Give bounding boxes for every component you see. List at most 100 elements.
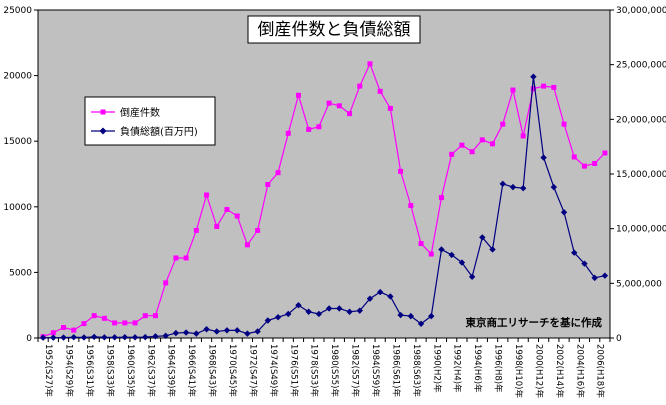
data-point-total-debt bbox=[182, 329, 190, 336]
data-point-bankruptcy-cases bbox=[561, 121, 567, 127]
x-axis-tick-label: 2000(H12)年 bbox=[533, 344, 544, 398]
data-point-total-debt bbox=[448, 251, 455, 259]
plot-area bbox=[37, 9, 611, 339]
data-point-total-debt bbox=[264, 317, 272, 324]
data-point-bankruptcy-cases bbox=[592, 161, 598, 166]
data-point-total-debt bbox=[285, 310, 292, 318]
data-point-bankruptcy-cases bbox=[142, 313, 148, 319]
data-point-bankruptcy-cases bbox=[244, 242, 250, 248]
left-axis-tick-label: 10000 bbox=[3, 203, 32, 213]
data-point-total-debt bbox=[489, 246, 496, 253]
x-axis-tick-label: 1990(H2)年 bbox=[431, 344, 442, 393]
data-point-total-debt bbox=[101, 334, 108, 341]
x-axis-tick-label: 1966(S41)年 bbox=[186, 344, 197, 397]
data-point-bankruptcy-cases bbox=[122, 320, 128, 326]
x-axis-tick-label: 1954(S29)年 bbox=[64, 344, 75, 397]
data-point-total-debt bbox=[254, 328, 261, 335]
data-point-total-debt bbox=[244, 330, 251, 337]
data-point-bankruptcy-cases bbox=[500, 121, 506, 127]
x-axis-tick-label: 1968(S43)年 bbox=[207, 344, 218, 397]
data-point-bankruptcy-cases bbox=[357, 83, 363, 89]
x-axis-tick-label: 1960(S35)年 bbox=[125, 344, 136, 397]
data-point-total-debt bbox=[90, 333, 98, 341]
data-point-total-debt bbox=[407, 312, 415, 320]
x-axis-tick-label: 1984(S59)年 bbox=[370, 344, 381, 397]
x-axis: 1952(S27)年 1954(S29)年 1956(S31)年 1958(S33)年… bbox=[37, 338, 611, 398]
data-point-total-debt bbox=[397, 311, 404, 319]
data-point-bankruptcy-cases bbox=[132, 320, 138, 326]
data-point-bankruptcy-cases bbox=[306, 126, 312, 132]
x-axis-tick-label: 1958(S33)年 bbox=[104, 344, 115, 397]
chart-title-border bbox=[247, 15, 421, 44]
data-point-total-debt bbox=[571, 249, 578, 256]
data-point-bankruptcy-cases bbox=[234, 213, 240, 219]
data-point-total-debt bbox=[356, 307, 363, 314]
data-point-total-debt bbox=[325, 305, 333, 312]
data-point-bankruptcy-cases bbox=[459, 142, 465, 148]
data-point-bankruptcy-cases bbox=[571, 154, 577, 160]
series-layer bbox=[39, 61, 609, 341]
data-point-bankruptcy-cases bbox=[224, 206, 230, 212]
data-point-bankruptcy-cases bbox=[295, 92, 301, 98]
data-point-bankruptcy-cases bbox=[336, 103, 342, 109]
data-point-bankruptcy-cases bbox=[469, 149, 475, 155]
right-axis-tick-label: 0 bbox=[616, 334, 622, 344]
data-point-bankruptcy-cases bbox=[214, 223, 220, 229]
data-point-total-debt bbox=[39, 334, 47, 341]
data-point-total-debt bbox=[223, 327, 231, 334]
data-point-total-debt bbox=[274, 314, 282, 321]
data-point-bankruptcy-cases bbox=[530, 86, 536, 92]
data-point-bankruptcy-cases bbox=[112, 320, 118, 326]
data-point-bankruptcy-cases bbox=[490, 141, 496, 147]
x-axis-tick-label: 1998(H10)年 bbox=[513, 344, 524, 398]
data-point-total-debt bbox=[376, 288, 384, 296]
left-axis-tick-label: 5000 bbox=[9, 268, 32, 278]
data-point-bankruptcy-cases bbox=[163, 280, 169, 286]
right-axis-tick-label: 25,000,000 bbox=[616, 61, 666, 71]
chart-title-box: 倒産件数と負債総額 bbox=[247, 15, 421, 44]
data-point-total-debt bbox=[581, 260, 588, 267]
data-point-bankruptcy-cases bbox=[91, 313, 97, 319]
data-point-bankruptcy-cases bbox=[581, 163, 587, 169]
legend-marker-cases bbox=[100, 109, 106, 115]
data-point-total-debt bbox=[591, 274, 598, 282]
data-point-total-debt bbox=[509, 183, 517, 191]
data-point-bankruptcy-cases bbox=[50, 330, 56, 336]
data-point-bankruptcy-cases bbox=[152, 313, 158, 319]
data-point-bankruptcy-cases bbox=[61, 325, 67, 330]
data-point-total-debt bbox=[305, 308, 312, 315]
x-axis-tick-label: 1988(S63)年 bbox=[411, 344, 422, 397]
x-axis-tick-label: 1994(H6)年 bbox=[472, 344, 483, 393]
data-point-total-debt bbox=[560, 209, 568, 216]
data-point-total-debt bbox=[387, 293, 394, 300]
data-point-total-debt bbox=[468, 273, 476, 280]
left-axis-tick-label: 25000 bbox=[3, 6, 32, 16]
data-point-bankruptcy-cases bbox=[418, 241, 424, 247]
x-axis-tick-label: 1964(S39)年 bbox=[166, 344, 177, 397]
data-point-total-debt bbox=[131, 334, 139, 341]
data-point-bankruptcy-cases bbox=[479, 137, 485, 143]
data-point-total-debt bbox=[121, 334, 129, 341]
data-point-bankruptcy-cases bbox=[398, 168, 404, 174]
right-axis-tick-label: 20,000,000 bbox=[616, 115, 666, 125]
data-point-bankruptcy-cases bbox=[316, 124, 322, 130]
left-axis-tick-label: 20000 bbox=[3, 72, 32, 82]
data-point-total-debt bbox=[172, 329, 180, 337]
x-axis-tick-label: 2004(H16)年 bbox=[574, 344, 585, 398]
data-point-total-debt bbox=[152, 333, 159, 340]
data-point-total-debt bbox=[60, 334, 67, 341]
data-point-total-debt bbox=[315, 310, 323, 318]
data-point-bankruptcy-cases bbox=[173, 255, 179, 261]
x-axis-tick-label: 1972(S47)年 bbox=[247, 344, 258, 397]
data-point-bankruptcy-cases bbox=[449, 151, 455, 157]
data-point-total-debt bbox=[530, 73, 537, 80]
data-point-bankruptcy-cases bbox=[428, 251, 434, 257]
data-point-bankruptcy-cases bbox=[551, 84, 557, 90]
data-point-bankruptcy-cases bbox=[285, 130, 291, 136]
data-point-bankruptcy-cases bbox=[193, 227, 199, 233]
legend-label-cases: 倒産件数 bbox=[120, 106, 160, 119]
data-point-total-debt bbox=[499, 180, 506, 188]
legend-marker-debt bbox=[99, 127, 107, 135]
data-point-total-debt bbox=[80, 334, 88, 341]
